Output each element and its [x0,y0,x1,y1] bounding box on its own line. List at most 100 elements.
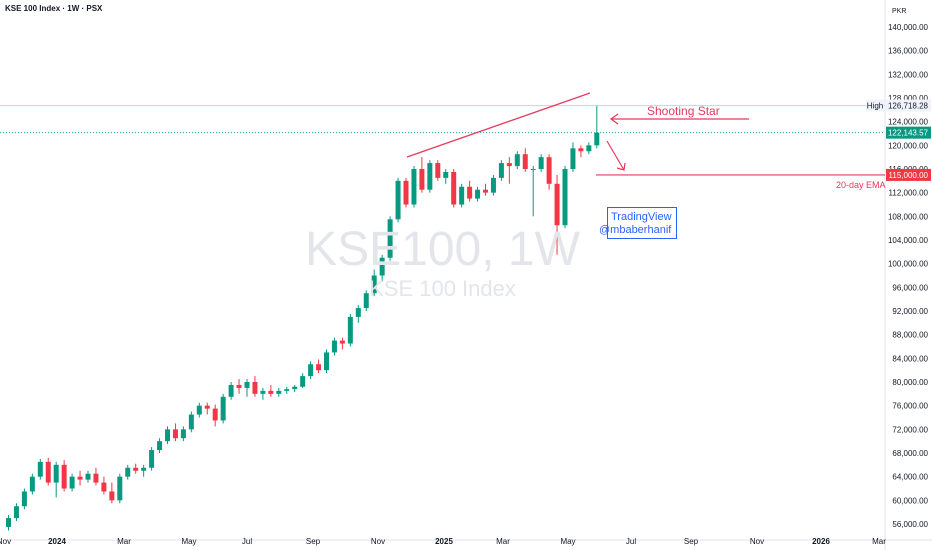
candle-body [37,461,43,477]
candle-body [347,316,353,344]
y-tick-label: 96,000.00 [892,283,928,292]
ema-badge-bg [886,168,931,181]
x-tick-label: Nov [750,537,764,546]
candle-body [165,429,170,442]
x-tick-label: Nov [371,537,385,546]
candle-body [117,476,123,501]
candle-body [141,467,147,471]
candle-body [276,390,282,394]
candle-body [419,169,425,190]
watermark-name: KSE 100 Index [369,276,516,301]
candle-body [180,429,186,439]
currency-label: PKR [892,8,906,15]
candle-body [284,389,290,391]
shooting-star-label: Shooting Star [647,104,720,118]
y-tick-label: 64,000.00 [892,473,928,482]
candle-body [483,189,488,193]
x-axis-labels: Nov 2024 Mar May Jul Sep Nov 2025 Mar May Jul Sep No… [0,537,886,546]
candle-body [411,169,417,205]
candle-body [204,405,210,409]
tradingview-user: @mbaberhanif [599,224,672,236]
y-tick-label: 88,000.00 [892,331,928,340]
candle-body [212,408,218,421]
shooting-star-arrowhead [609,113,619,125]
candle-body [77,476,83,480]
candle-body [562,169,568,226]
watermark-symbol: KSE100, 1W [305,223,580,276]
y-tick-label: 80,000.00 [892,378,928,387]
x-tick-label: May [181,537,196,546]
x-tick-label: Mar [496,537,510,546]
x-tick-label: 2026 [812,537,830,546]
candle-body [13,506,19,519]
candle-body [228,384,234,397]
y-tick-label: 72,000.00 [892,425,928,434]
high-value-bg [886,99,931,112]
candle-body [157,441,163,451]
candle-body [21,491,27,507]
down-arrowhead [616,162,626,171]
chart-title: KSE 100 Index · 1W · PSX [5,4,103,13]
y-tick-label: 84,000.00 [892,354,928,363]
y-tick-label: 112,000.00 [889,189,929,198]
candle-body [69,476,75,489]
high-label: High [867,102,883,111]
candle-body [29,476,35,492]
candle-body [586,145,592,152]
candle-body [546,157,552,184]
candle-body [172,429,178,439]
x-tick-label: Jul [242,537,252,546]
ema-badge: 115,000.00 [889,171,929,180]
candle-body [85,473,91,480]
candle-body [435,163,441,178]
candle-body [236,384,242,388]
candle-body [308,364,314,377]
candle-body [522,154,528,169]
candle-body [578,148,584,152]
candle-body [324,352,329,371]
candle-body [554,183,560,226]
tradingview-brand: TradingView [611,211,672,223]
candle-body [570,148,576,169]
candle-body [379,257,385,276]
y-tick-label: 108,000.00 [888,212,929,221]
candle-body [530,169,536,170]
candle-body [45,461,51,483]
candle-body [371,275,377,294]
candle-body [490,177,496,193]
candle-body [133,467,139,471]
candle-body [403,180,409,205]
candle-body [125,467,131,477]
high-label-bg [866,99,884,112]
candle-body [363,293,369,309]
x-tick-label: May [560,537,575,546]
candle-body [355,308,361,317]
candle-body [252,382,258,394]
candle-body [443,171,449,178]
candle-body [149,450,155,468]
overlay: High 126,718.28 122,143.57 115,000.00 [0,92,931,181]
x-tick-label: Jul [626,537,636,546]
candle-body [53,464,59,483]
candle-body [506,163,512,167]
y-tick-label: 140,000.00 [888,23,929,32]
candle-body [475,189,481,199]
x-tick-label: Sep [684,537,699,546]
x-tick-label: 2025 [435,537,453,546]
x-tick-label: Nov [0,537,11,546]
candle-body [459,186,465,205]
candle-body [101,482,107,492]
x-tick-label: 2024 [48,537,66,546]
candle-body [6,518,11,527]
candle-body [538,157,544,169]
y-tick-label: 76,000.00 [892,402,928,411]
y-tick-label: 132,000.00 [888,70,929,79]
candle-body [300,376,306,387]
candle-body [387,219,393,258]
candle-body [292,386,298,390]
candle-body [268,390,274,394]
candle-body [260,390,266,394]
candle-body [514,154,520,167]
y-tick-label: 104,000.00 [888,236,929,245]
